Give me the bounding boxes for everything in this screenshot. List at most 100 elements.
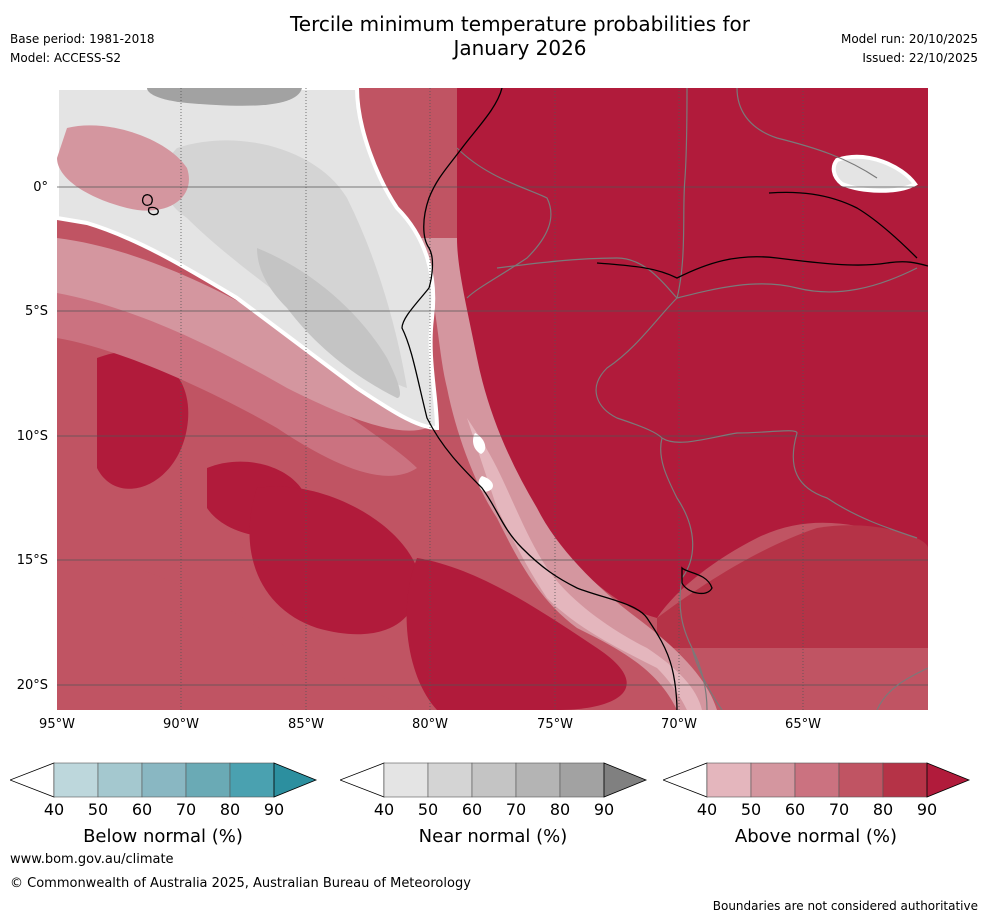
ocean-medium-band bbox=[57, 268, 417, 476]
legend-below-tick: 80 bbox=[219, 800, 241, 819]
legend-above-tick: 70 bbox=[828, 800, 850, 819]
lon-label-80w: 80°W bbox=[412, 717, 448, 732]
legend-near-arrow-right bbox=[603, 762, 648, 798]
border-bolivia-brazil bbox=[661, 430, 918, 539]
legend-near-tick: 40 bbox=[373, 800, 395, 819]
legend-near-cell bbox=[471, 762, 517, 798]
lat-label-5s: 5°S bbox=[24, 304, 48, 319]
legend-below-cell bbox=[185, 762, 231, 798]
model-run: Model run: 20/10/2025 bbox=[840, 32, 978, 46]
near-normal-80 bbox=[147, 88, 302, 106]
lat-label-10s: 10°S bbox=[16, 429, 48, 444]
legend-below-arrow-right bbox=[273, 762, 318, 798]
ocean-dark-patch-1 bbox=[97, 351, 189, 489]
white-spot-1 bbox=[473, 433, 486, 454]
coastline-south-america bbox=[401, 88, 678, 710]
river-amazon bbox=[596, 256, 928, 279]
lon-label-90w: 90°W bbox=[163, 717, 199, 732]
border-colombia-venezuela bbox=[736, 88, 878, 179]
legend-above-tick: 40 bbox=[696, 800, 718, 819]
legend-above-tick: 60 bbox=[784, 800, 806, 819]
galapagos-island-1 bbox=[141, 194, 153, 206]
legend-below-tick: 70 bbox=[175, 800, 197, 819]
border-south-east bbox=[876, 667, 928, 710]
border-colombia-peru bbox=[496, 257, 678, 299]
ne-grey-patch bbox=[831, 154, 918, 193]
legend-near-tick: 60 bbox=[461, 800, 483, 819]
sw-zone bbox=[57, 548, 417, 710]
near-normal-60 bbox=[257, 248, 400, 398]
legend-near-cell bbox=[427, 762, 473, 798]
galapagos-island-2 bbox=[147, 206, 159, 216]
issued-date: Issued: 22/10/2025 bbox=[862, 51, 978, 65]
legend-above-tick: 90 bbox=[916, 800, 938, 819]
title-line-1: Tercile minimum temperature probabilitie… bbox=[289, 12, 751, 36]
border-bolivia-chile bbox=[691, 647, 723, 710]
model-name: Model: ACCESS-S2 bbox=[10, 51, 122, 65]
footer-disclaimer: Boundaries are not considered authoritat… bbox=[712, 899, 978, 913]
legend-near-arrow-left bbox=[340, 762, 385, 798]
footer-copyright: © Commonwealth of Australia 2025, Austra… bbox=[10, 876, 471, 891]
legend-below-tick: 40 bbox=[43, 800, 65, 819]
legend-near-title: Near normal (%) bbox=[418, 826, 568, 847]
chart-title: Tercile minimum temperature probabilitie… bbox=[0, 12, 988, 60]
lat-label-0: 0° bbox=[33, 180, 48, 195]
lat-label-20s: 20°S bbox=[16, 678, 48, 693]
legend-below-tick: 60 bbox=[131, 800, 153, 819]
legend-below-cell bbox=[229, 762, 275, 798]
footer-url[interactable]: www.bom.gov.au/climate bbox=[10, 852, 174, 867]
lake-titicaca bbox=[681, 566, 713, 595]
legend-near-tick: 90 bbox=[593, 800, 615, 819]
land-dark-zone bbox=[455, 88, 928, 618]
meta-right: Model run: 20/10/2025 Issued: 22/10/2025 bbox=[841, 30, 978, 68]
ocean-light-band bbox=[57, 238, 427, 431]
legend-near-tick: 80 bbox=[549, 800, 571, 819]
lat-label-15s: 15°S bbox=[16, 553, 48, 568]
coastlines bbox=[141, 88, 928, 710]
legend-above-title: Above normal (%) bbox=[734, 826, 898, 847]
legend-near-cell bbox=[383, 762, 429, 798]
legend-above-tick: 80 bbox=[872, 800, 894, 819]
lon-label-65w: 65°W bbox=[785, 717, 821, 732]
legend-above-cell bbox=[794, 762, 840, 798]
legend-below-cell bbox=[141, 762, 187, 798]
legend-above-arrow-left bbox=[663, 762, 708, 798]
lon-label-70w: 70°W bbox=[661, 717, 697, 732]
legend-near-cell bbox=[559, 762, 605, 798]
legend-below-tick: 90 bbox=[263, 800, 285, 819]
meta-left: Base period: 1981-2018 Model: ACCESS-S2 bbox=[10, 30, 155, 68]
lon-label-95w: 95°W bbox=[39, 717, 75, 732]
lon-label-75w: 75°W bbox=[537, 717, 573, 732]
legend-above-arrow-right bbox=[926, 762, 971, 798]
legend-below-cell bbox=[53, 762, 99, 798]
graticule bbox=[57, 88, 928, 710]
legend-near-bar bbox=[340, 762, 648, 798]
border-brazil-north bbox=[676, 267, 918, 299]
legend-below-tick: 50 bbox=[87, 800, 109, 819]
legend-near-cell bbox=[515, 762, 561, 798]
border-peru-brazil bbox=[595, 88, 688, 439]
base-period: Base period: 1981-2018 bbox=[10, 32, 155, 46]
legend-below-arrow-left bbox=[10, 762, 55, 798]
legend-above-cell bbox=[706, 762, 752, 798]
border-ecuador-peru bbox=[456, 147, 552, 299]
legend-below-cell bbox=[97, 762, 143, 798]
nw-pink-pocket bbox=[57, 125, 189, 211]
coastal-band bbox=[417, 238, 717, 710]
legend-above-cell bbox=[882, 762, 928, 798]
title-line-2: January 2026 bbox=[453, 36, 587, 60]
legend-above-bar bbox=[663, 762, 971, 798]
legend-below-bar bbox=[10, 762, 318, 798]
legend-near-tick: 70 bbox=[505, 800, 527, 819]
ocean-dark-patch-4 bbox=[406, 558, 627, 710]
river-negro bbox=[768, 191, 918, 259]
legend-below-title: Below normal (%) bbox=[83, 826, 243, 847]
probability-map bbox=[57, 88, 928, 710]
coastal-light-band bbox=[467, 418, 702, 710]
legend-above-cell bbox=[838, 762, 884, 798]
map-svg bbox=[57, 88, 928, 710]
land-south-zone bbox=[657, 525, 928, 648]
legend-above-tick: 50 bbox=[740, 800, 762, 819]
lon-label-85w: 85°W bbox=[288, 717, 324, 732]
legend-above-cell bbox=[750, 762, 796, 798]
